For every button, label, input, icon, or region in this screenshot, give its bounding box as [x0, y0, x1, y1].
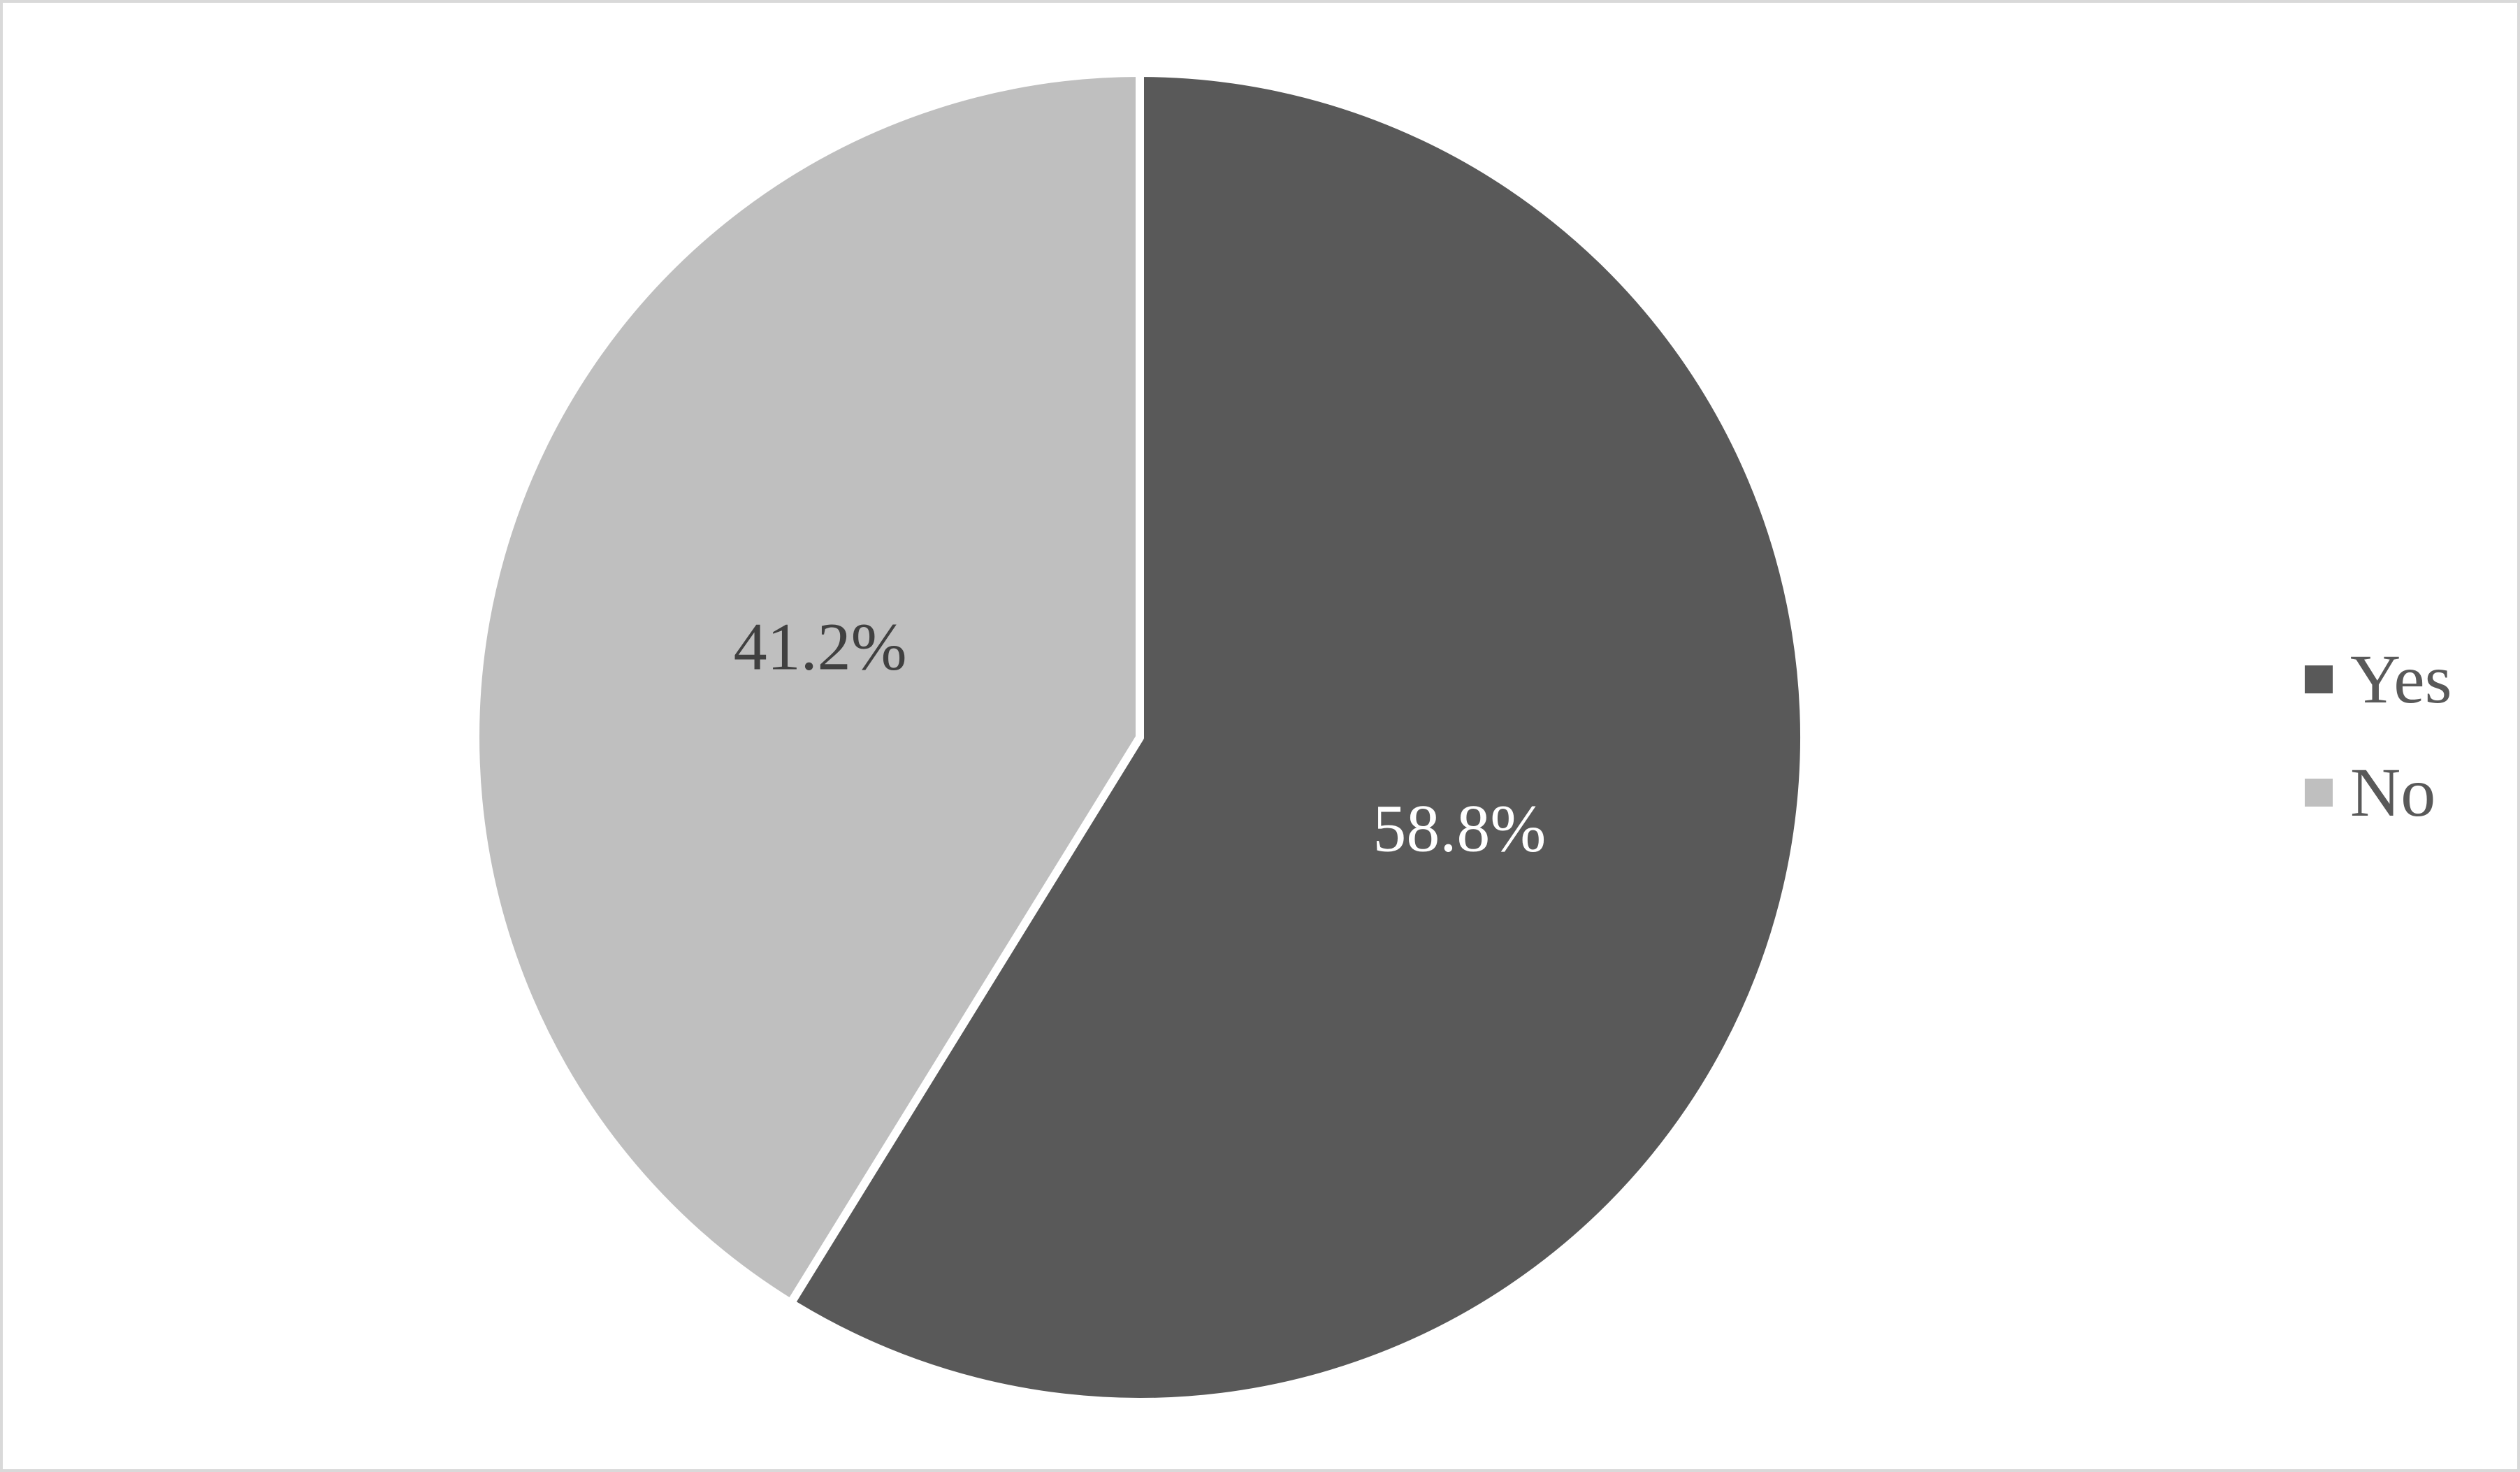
- legend-marker-no-icon: [2305, 779, 2333, 807]
- legend-marker-yes-icon: [2305, 665, 2333, 693]
- legend: Yes No: [2305, 644, 2452, 828]
- pie-group: [471, 68, 1809, 1406]
- pie-slice-no: [471, 68, 1144, 1308]
- legend-entry-yes: Yes: [2305, 644, 2452, 714]
- pie-slice-yes: [786, 68, 1809, 1406]
- legend-label-no: No: [2350, 753, 2436, 831]
- slice-label-no: 41.2%: [734, 609, 907, 684]
- chart-area: 58.8% 41.2% Yes No: [3, 3, 2517, 1469]
- slice-label-yes: 58.8%: [1373, 791, 1546, 865]
- legend-entry-no: No: [2305, 758, 2452, 828]
- pie-slice-labels: 58.8% 41.2%: [734, 609, 1547, 866]
- legend-label-yes: Yes: [2350, 640, 2452, 718]
- pie-chart: 58.8% 41.2%: [471, 68, 1809, 1406]
